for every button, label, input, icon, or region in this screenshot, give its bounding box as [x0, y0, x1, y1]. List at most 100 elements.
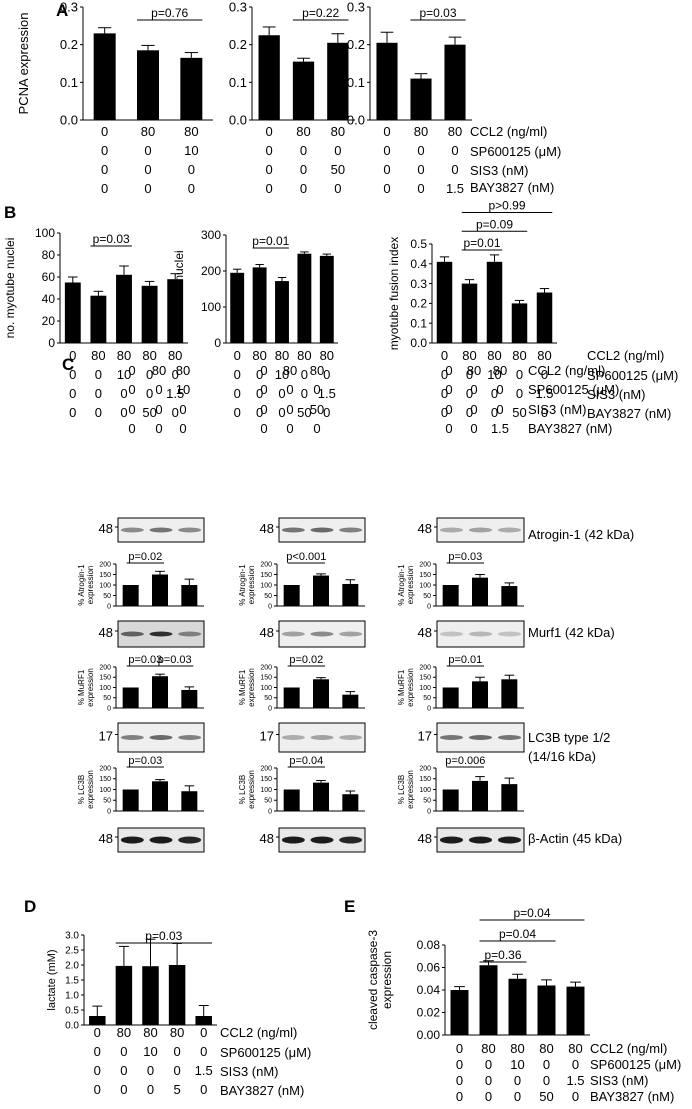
condition-value: 0 [69, 348, 76, 363]
condition-value: 80 [512, 348, 526, 363]
y-tick-label: 0 [427, 705, 431, 712]
y-axis-label: % LC3Bexpression [238, 770, 256, 809]
molecular-weight-marker: 48 [260, 625, 274, 640]
bar [501, 679, 518, 708]
blot-band [178, 631, 202, 637]
western-blot-strip: 48 [99, 620, 205, 648]
chart-c-atrogin-3: 0 50 100 150 200 % Atrogin-1expression p=0.03 [397, 551, 524, 610]
condition-value: 0 [147, 1082, 154, 1097]
condition-value: 0 [266, 143, 273, 158]
bar [122, 789, 139, 811]
p-value-label: p=0.36 [484, 948, 521, 962]
condition-value: 0 [260, 402, 267, 417]
condition-value: 0 [95, 367, 102, 382]
condition-value: 0 [200, 1082, 207, 1097]
y-tick-label: 2.5 [65, 946, 79, 957]
bar [142, 966, 159, 1025]
blot-band [439, 836, 464, 844]
blot-band [468, 527, 493, 533]
western-blot-strip: 48 [99, 517, 205, 543]
condition-value: 0 [470, 421, 477, 436]
y-tick-label: 150 [260, 776, 272, 783]
condition-value: 0 [94, 1025, 101, 1040]
blot-name-beta-actin: β-Actin (45 kDa) [528, 831, 622, 846]
bar [195, 1016, 212, 1025]
condition-value: 0 [466, 386, 473, 401]
condition-value: 0 [441, 386, 448, 401]
condition-value: 0 [300, 143, 307, 158]
y-tick-label: 0.00 [417, 1028, 441, 1042]
bar [122, 585, 139, 606]
y-tick-label: 0.2 [347, 37, 365, 52]
y-tick-label: 200 [419, 765, 431, 772]
panel-c-condition-values: 0 80 800 0 100 0 00 0 00 80 800 0 00 0 500 0 00 80 800 0 00 0… [128, 363, 509, 436]
blot-name-atrogin-1: Atrogin-1 (42 kDa) [528, 527, 634, 542]
p-value-label: p=0.09 [476, 217, 513, 231]
bar [472, 577, 488, 606]
p-value-label: p=0.04 [513, 906, 550, 920]
condition-value: 0 [200, 1044, 207, 1059]
panel-letter-e: E [344, 897, 355, 916]
chart-d: 0.0 0.5 1.0 1.5 2.0 2.5 3.0 lactate (mM) p=0.03 0… [46, 929, 217, 1097]
blot-band [468, 631, 493, 637]
western-blot-strip: 17 [418, 722, 525, 753]
condition-value: 0 [470, 402, 477, 417]
condition-value: 0 [266, 162, 273, 177]
y-tick-label: 0.3 [60, 0, 78, 15]
y-axis-label-line: expression [406, 770, 415, 809]
condition-value: 0 [146, 367, 153, 382]
bar [116, 274, 132, 343]
condition-value: 80 [467, 363, 481, 378]
condition-value: 0 [172, 367, 179, 382]
y-axis-label: % MuRF1expression [397, 668, 415, 707]
blot-band [310, 631, 334, 637]
p-value-label: p=0.22 [302, 6, 339, 20]
y-tick-label: 100 [260, 685, 272, 692]
condition-label-bay3827: BAY3827 (nM) [587, 406, 671, 421]
y-tick-label: 20 [42, 314, 56, 328]
y-axis-label-line: % LC3B [238, 775, 247, 804]
bar [90, 295, 107, 343]
y-tick-label: 0.0 [347, 113, 365, 128]
bar [64, 282, 81, 343]
condition-label-bay3827: BAY3827 (nM) [528, 421, 612, 436]
y-tick-label: 0.1 [229, 75, 247, 90]
condition-value: 80 [320, 348, 334, 363]
bar [501, 784, 518, 811]
y-tick-label: 50 [423, 695, 431, 702]
y-tick-label: 50 [423, 593, 431, 600]
condition-value: 0 [128, 421, 135, 436]
y-tick-label: 200 [260, 561, 272, 568]
bar [342, 694, 359, 708]
condition-value: 80 [152, 363, 166, 378]
condition-value: 0 [313, 421, 320, 436]
condition-value: 0 [234, 367, 241, 382]
y-tick-label: 40 [42, 292, 56, 306]
bar [486, 261, 503, 343]
blot-band [310, 527, 334, 533]
condition-value: 0 [234, 348, 241, 363]
bar [327, 42, 349, 120]
molecular-weight-marker: 48 [418, 831, 432, 846]
condition-value: 0 [155, 402, 162, 417]
condition-value: 0 [543, 1073, 550, 1088]
y-tick-label: 100 [260, 582, 272, 589]
condition-value: 50 [310, 402, 324, 417]
condition-label-sp600125: SP600125 (μM) [590, 1057, 681, 1072]
condition-value: 80 [91, 348, 105, 363]
condition-value: 0 [69, 405, 76, 420]
condition-value: 80 [448, 124, 462, 139]
y-tick-label: 50 [264, 798, 272, 805]
condition-value: 10 [176, 382, 190, 397]
bar [141, 285, 158, 343]
bar [167, 279, 184, 343]
condition-value: 1.5 [166, 386, 184, 401]
blot-band [339, 836, 363, 844]
panel-a-condition-labels: CCL2 (ng/ml) SP600125 (μM) SIS3 (nM) BAY… [470, 124, 561, 195]
bar [181, 689, 198, 708]
bar [258, 35, 280, 120]
p-value-label: p=0.04 [499, 927, 536, 941]
y-axis-label-line: expression [86, 566, 95, 605]
y-tick-label: 100 [99, 685, 111, 692]
